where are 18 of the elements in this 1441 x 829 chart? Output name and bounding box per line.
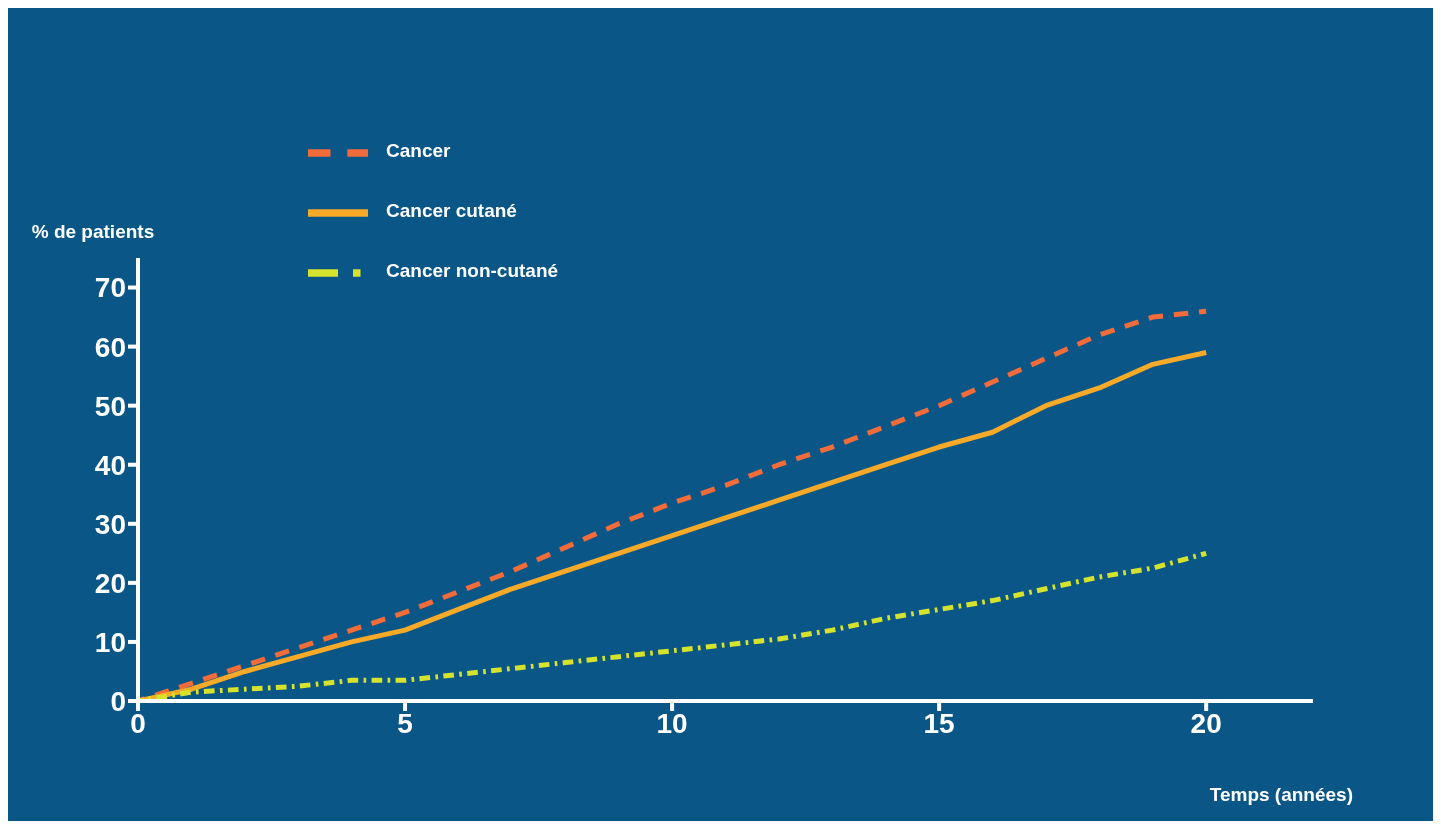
x-tick-label: 5 (397, 707, 413, 739)
y-axis-title: % de patients (31, 221, 155, 242)
y-tick-label: 10 (94, 626, 126, 658)
y-tick-label: 30 (94, 508, 126, 540)
x-axis-title: Temps (années) (1209, 784, 1353, 805)
legend-label: Cancer (386, 139, 451, 161)
x-tick-label: 0 (130, 707, 146, 739)
legend-label: Cancer non-cutané (386, 259, 559, 281)
y-tick-label: 60 (94, 331, 126, 363)
y-tick-label: 40 (94, 449, 126, 481)
y-tick-label: 0 (110, 685, 126, 717)
x-tick-label: 10 (656, 707, 688, 739)
y-tick-label: 20 (94, 567, 126, 599)
x-tick-label: 20 (1190, 707, 1222, 739)
y-tick-label: 50 (94, 390, 126, 422)
x-tick-label: 15 (923, 707, 955, 739)
y-tick-label: 70 (94, 272, 126, 304)
legend-label: Cancer cutané (386, 199, 517, 221)
